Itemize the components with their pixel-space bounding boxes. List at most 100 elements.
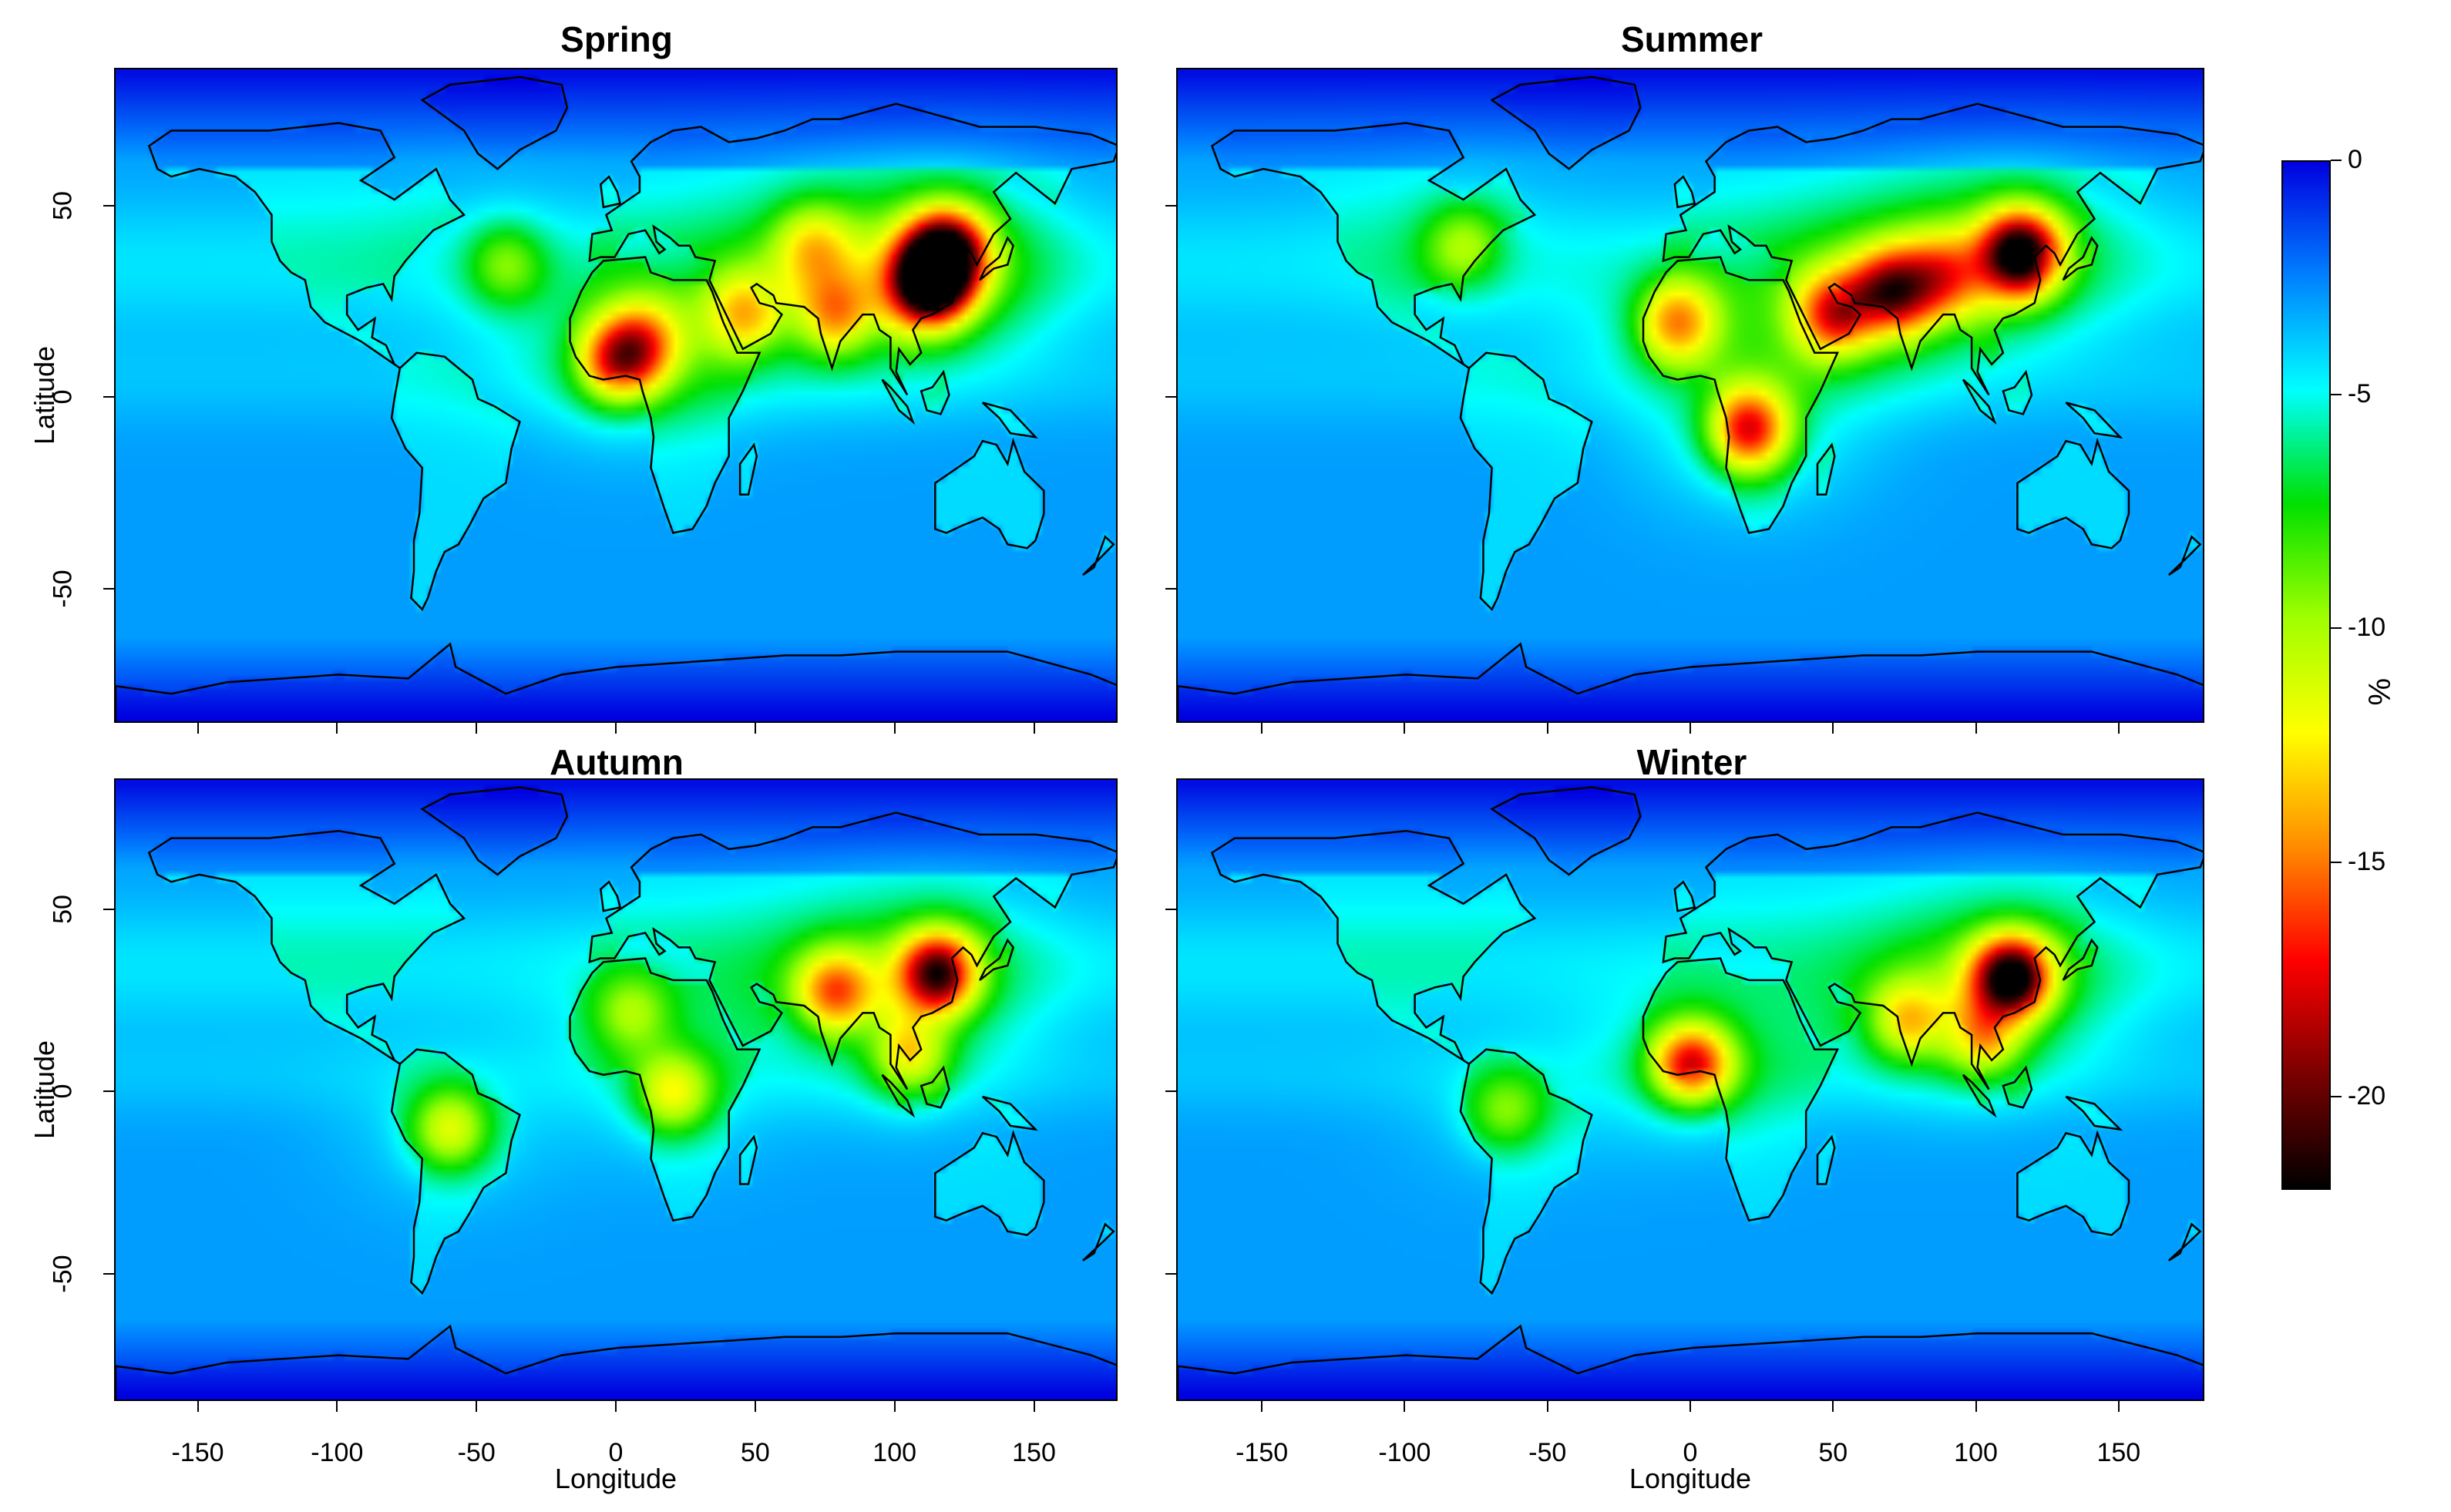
x-tick-label: 50 (1818, 1438, 1848, 1467)
panel-title-autumn: Autumn (550, 742, 684, 782)
colorbar-tick (2331, 393, 2342, 395)
y-tick-summer (1165, 588, 1176, 590)
x-tick-autumn (754, 1401, 756, 1412)
panel-title-summer: Summer (1620, 19, 1763, 59)
coastline-north-america (1210, 122, 1537, 369)
coastline-uk (599, 880, 622, 912)
coastline-new-guinea (981, 402, 1038, 438)
coastline-australia (934, 1130, 1045, 1236)
x-tick-summer (1832, 723, 1834, 734)
coastline-borneo (920, 369, 950, 415)
x-tick-label: -100 (1378, 1438, 1431, 1467)
map-panel-spring (114, 68, 1118, 723)
x-tick-summer (1546, 723, 1548, 734)
x-tick-winter (1261, 1401, 1263, 1412)
x-tick-winter (1404, 1401, 1406, 1412)
x-tick-winter (1832, 1401, 1834, 1412)
x-tick-autumn (336, 1401, 338, 1412)
coastline-south-america (1459, 1048, 1593, 1295)
coastline-japan (2062, 236, 2099, 281)
x-tick-spring (476, 723, 478, 734)
x-tick-spring (336, 723, 338, 734)
coastline-antarctica (1178, 642, 2203, 721)
coastline-africa (569, 256, 762, 534)
x-tick-label: 150 (2096, 1438, 2141, 1467)
coastline-antarctica (116, 642, 1116, 721)
coastlines-winter (1178, 786, 2203, 1399)
colorbar-tick-label: 0 (2348, 145, 2362, 174)
coastline-antarctica (1178, 1324, 2203, 1399)
coastline-new-guinea (981, 1095, 1038, 1131)
coastline-south-america (390, 351, 521, 612)
coastline-borneo (2002, 1065, 2033, 1109)
coastline-new-zealand (1082, 535, 1115, 576)
coastline-eurasia (1662, 102, 2203, 396)
y-tick-autumn (103, 1090, 114, 1093)
x-tick-summer (1689, 723, 1691, 734)
coastline-south-america (1459, 351, 1593, 612)
panel-title-winter: Winter (1636, 742, 1747, 782)
y-tick-summer (1165, 204, 1176, 207)
coastlines-spring (116, 76, 1116, 721)
x-tick-label: -150 (171, 1438, 224, 1467)
coastline-borneo (920, 1065, 950, 1109)
coastline-sumatra (1962, 378, 1997, 425)
coastline-australia (934, 437, 1045, 549)
y-axis-title: Latitude (29, 345, 60, 445)
coastline-north-america (147, 122, 466, 369)
x-tick-label: -100 (311, 1438, 364, 1467)
coastline-eurasia (588, 811, 1116, 1090)
colorbar-tick-label: -20 (2348, 1080, 2386, 1110)
coastline-australia (2016, 1130, 2130, 1236)
colorbar-tick (2331, 1095, 2342, 1097)
colorbar-tick-label: -5 (2348, 378, 2372, 408)
x-tick-summer (1404, 723, 1406, 734)
x-tick-label: 50 (740, 1438, 770, 1467)
colorbar-tick-label: -10 (2348, 613, 2386, 643)
map-panel-summer (1176, 68, 2204, 723)
coastline-africa (1642, 957, 1839, 1222)
colorbar-unit-label: % (2362, 678, 2396, 706)
coastline-new-zealand (2167, 1222, 2202, 1262)
x-tick-summer (1975, 723, 1977, 734)
x-tick-label: 100 (872, 1438, 917, 1467)
coastline-uk (1673, 175, 1696, 209)
coastline-north-america (147, 829, 466, 1065)
coastline-uk (1673, 880, 1696, 912)
coastline-australia (2016, 437, 2130, 549)
y-tick-label: -50 (48, 570, 78, 608)
coastline-africa (569, 957, 762, 1222)
coastlines-autumn (116, 786, 1116, 1399)
map-panel-winter (1176, 778, 2204, 1401)
x-tick-winter (1689, 1401, 1691, 1412)
coastline-madagascar (738, 442, 758, 496)
y-tick-spring (103, 588, 114, 590)
x-tick-label: 150 (1012, 1438, 1056, 1467)
y-tick-label: 50 (48, 895, 78, 925)
x-tick-spring (754, 723, 756, 734)
coastline-eurasia (1662, 811, 2203, 1090)
coastline-madagascar (1816, 442, 1836, 496)
coastline-japan (979, 236, 1014, 281)
colorbar-tick-label: -15 (2348, 846, 2386, 876)
coastline-greenland (1490, 786, 1642, 876)
coastline-new-zealand (2167, 535, 2202, 576)
x-tick-autumn (893, 1401, 896, 1412)
x-tick-label: 100 (1954, 1438, 1998, 1467)
y-tick-spring (103, 396, 114, 398)
coastline-new-zealand (1082, 1222, 1115, 1262)
y-tick-label: -50 (48, 1255, 78, 1293)
y-tick-winter (1165, 1090, 1176, 1093)
coastlines-summer (1178, 76, 2203, 721)
y-tick-winter (1165, 909, 1176, 911)
map-panel-autumn (114, 778, 1118, 1401)
y-tick-label: 50 (48, 191, 78, 220)
coastline-greenland (420, 786, 569, 876)
coastline-sumatra (1962, 1074, 1997, 1118)
coastline-borneo (2002, 369, 2033, 415)
colorbar (2281, 160, 2331, 1190)
coastline-south-america (390, 1048, 521, 1295)
coastline-africa (1642, 256, 1839, 534)
colorbar-tick (2331, 160, 2342, 161)
coastline-uk (599, 175, 622, 209)
